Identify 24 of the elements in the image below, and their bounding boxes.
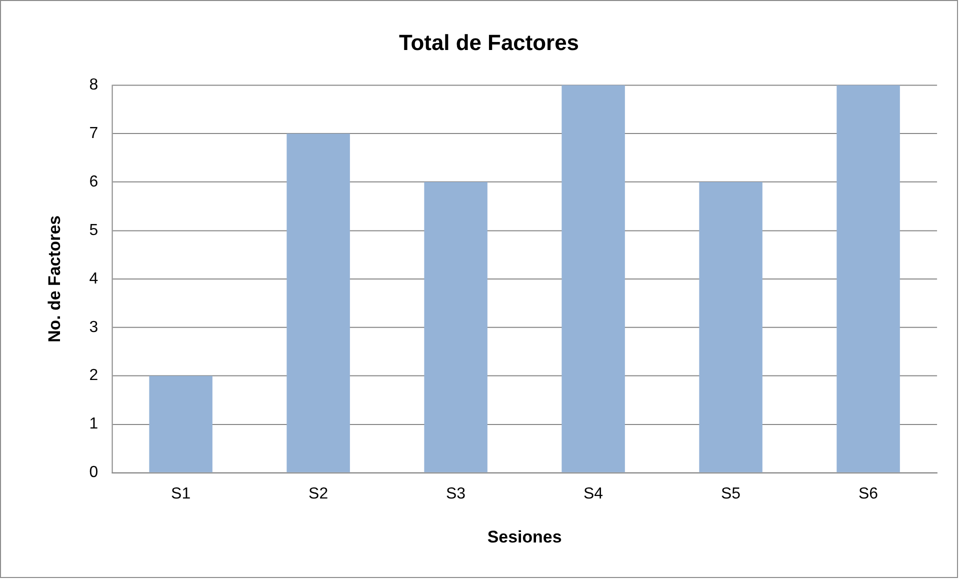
bar xyxy=(149,376,212,472)
bar xyxy=(424,182,488,472)
y-tick-label: 2 xyxy=(89,367,98,384)
x-axis-title: Sesiones xyxy=(487,528,562,547)
y-tick-label: 1 xyxy=(89,416,98,433)
x-tick-label: S6 xyxy=(858,486,878,503)
bar xyxy=(286,134,350,472)
x-tick-label: S2 xyxy=(308,486,328,503)
y-tick-label: 5 xyxy=(89,222,98,239)
chart-title: Total de Factores xyxy=(398,30,579,56)
y-tick-label: 8 xyxy=(89,76,98,94)
x-tick-label: S4 xyxy=(584,486,604,503)
y-tick-label: 6 xyxy=(89,173,98,190)
y-tick-label: 7 xyxy=(89,124,98,142)
x-tick-label: S5 xyxy=(721,486,741,503)
y-tick-label: 3 xyxy=(89,318,98,336)
x-tick-label: S1 xyxy=(171,486,191,503)
y-tick-label: 0 xyxy=(89,464,98,482)
bar xyxy=(699,182,762,472)
bar xyxy=(562,85,625,472)
y-axis-title: No. de Factores xyxy=(44,215,64,342)
bar xyxy=(836,85,900,472)
x-tick-label: S3 xyxy=(446,486,466,503)
y-tick-label: 4 xyxy=(89,270,98,288)
